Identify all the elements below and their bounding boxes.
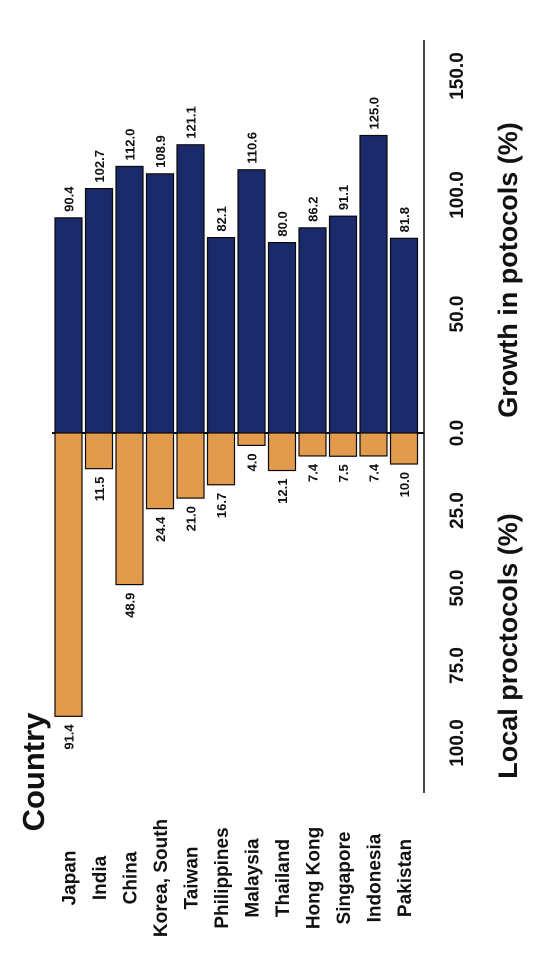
growth-bar-1 [84, 187, 114, 434]
local-bar-10 [359, 432, 388, 457]
growth-value-label-11: 81.8 [397, 207, 412, 232]
growth-value-label-4: 121.1 [184, 106, 199, 139]
category-label-5: Philippines [212, 827, 233, 928]
growth-bar-11 [389, 237, 419, 434]
local-value-label-5: 16.7 [214, 493, 229, 518]
growth-tick-label-3: 150.0 [447, 52, 468, 100]
growth-bar-0 [54, 217, 83, 434]
local-value-label-11: 10.0 [397, 472, 412, 497]
category-label-1: India [90, 855, 111, 900]
category-label-9: Singapore [334, 832, 355, 925]
category-label-8: Hong Kong [304, 827, 325, 929]
local-value-label-3: 24.4 [153, 516, 168, 542]
local-bar-8 [298, 432, 327, 457]
growth-bar-8 [298, 227, 327, 434]
growth-value-label-10: 125.0 [367, 97, 382, 130]
tick-labels: 0.0 50.0 100.0 150.0 25.0 50.0 75.0 100.0 [447, 52, 468, 767]
growth-axis-title: Growth in potocols (%) [493, 122, 523, 417]
category-label-2: China [121, 851, 142, 904]
growth-tick-label-0: 0.0 [447, 420, 468, 446]
local-axis-title: Local proctocols (%) [493, 513, 523, 779]
local-tick-label-4: 100.0 [447, 719, 468, 767]
local-bar-2 [115, 432, 144, 586]
growth-value-label-3: 108.9 [153, 135, 168, 168]
local-bar-9 [328, 432, 358, 457]
growth-tick-label-2: 100.0 [447, 171, 468, 219]
local-value-label-0: 91.4 [62, 724, 77, 750]
bars [54, 134, 419, 717]
category-label-11: Pakistan [395, 839, 416, 917]
growth-bar-4 [176, 144, 205, 434]
growth-value-label-8: 86.2 [306, 197, 321, 222]
growth-bar-9 [328, 215, 358, 434]
country-title: Country [16, 712, 51, 832]
growth-value-label-9: 91.1 [336, 185, 351, 210]
growth-value-label-6: 110.6 [245, 132, 260, 164]
value-labels: 90.4 91.4 102.7 11.5 112.0 48.9 108.9 24.4 121.1… [62, 97, 413, 750]
category-label-3: Korea, South [151, 819, 172, 937]
local-value-label-7: 12.1 [275, 479, 290, 504]
local-value-label-1: 11.5 [92, 477, 107, 502]
category-label-6: Malaysia [243, 838, 264, 918]
category-label-10: Indonesia [365, 833, 386, 922]
local-tick-label-2: 50.0 [447, 570, 468, 607]
growth-value-label-7: 80.0 [275, 211, 290, 236]
category-label-4: Taiwan [182, 847, 203, 910]
growth-bar-10 [359, 134, 388, 434]
growth-value-label-0: 90.4 [62, 186, 77, 212]
local-value-label-2: 48.9 [123, 593, 138, 618]
growth-bar-5 [206, 237, 236, 434]
local-value-label-9: 7.5 [336, 464, 351, 482]
local-bar-4 [176, 432, 205, 499]
growth-bar-7 [267, 242, 297, 434]
local-bar-0 [54, 432, 83, 717]
growth-value-label-1: 102.7 [92, 150, 107, 183]
local-value-label-10: 7.4 [367, 463, 382, 482]
local-bar-7 [267, 432, 297, 472]
growth-bar-3 [145, 173, 175, 434]
local-bar-6 [237, 432, 266, 446]
category-label-0: Japan [60, 851, 81, 906]
category-labels: Japan India China Korea, South Taiwan Philipp… [60, 819, 417, 937]
local-bar-1 [84, 432, 114, 470]
growth-tick-label-1: 50.0 [447, 296, 468, 333]
local-bar-3 [145, 432, 175, 510]
local-value-label-6: 4.0 [245, 453, 260, 471]
local-tick-label-3: 75.0 [447, 647, 468, 684]
growth-bar-2 [115, 165, 144, 434]
local-bar-5 [206, 432, 236, 486]
growth-value-label-2: 112.0 [123, 129, 138, 161]
local-value-label-4: 21.0 [184, 506, 199, 531]
local-tick-label-1: 25.0 [447, 492, 468, 529]
category-label-7: Thailand [273, 839, 294, 917]
local-bar-11 [389, 432, 419, 465]
growth-value-label-5: 82.1 [214, 206, 229, 231]
local-value-label-8: 7.4 [306, 463, 321, 482]
growth-bar-6 [237, 169, 266, 434]
